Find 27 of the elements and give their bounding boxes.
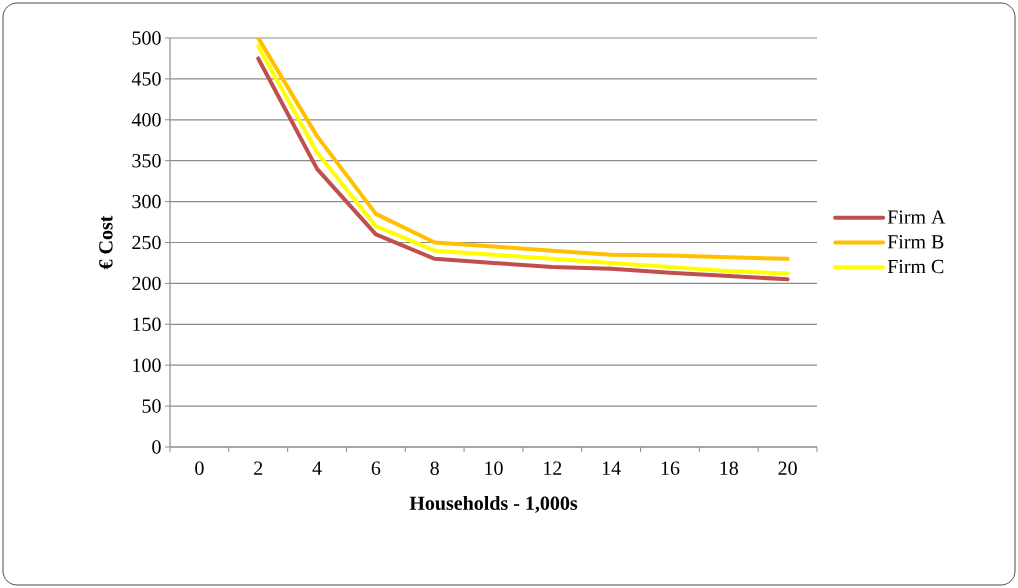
x-axis-title: Households - 1,000s [409,495,578,513]
y-tick-label: 450 [131,72,161,86]
y-tick-label: 500 [132,31,161,45]
y-axis-title: € Cost [99,215,113,270]
x-tick-label: 4 [312,461,322,475]
y-tick-label: 400 [131,113,161,127]
x-tick-label: 2 [254,461,263,475]
y-tick-label: 0 [152,440,161,454]
legend-label: Firm C [887,259,944,274]
y-tick-label: 50 [142,399,161,413]
legend-label: Firm B [887,235,944,249]
x-tick-label: 0 [195,461,204,476]
y-tick-label: 150 [133,317,161,332]
x-tick-label: 8 [430,461,439,476]
y-tick-label: 350 [132,153,161,168]
x-tick-label: 12 [544,461,562,475]
y-tick-label: 200 [132,276,161,291]
y-tick-label: 250 [132,235,161,250]
y-tick-label: 100 [133,358,161,372]
legend-label: Firm A [887,210,946,224]
x-tick-label: 6 [371,461,381,475]
x-tick-label: 10 [485,461,503,476]
y-tick-label: 300 [132,194,161,209]
x-tick-label: 18 [720,461,739,476]
x-tick-label: 16 [661,461,680,475]
x-tick-label: 20 [778,461,797,476]
x-tick-label: 14 [602,461,621,475]
